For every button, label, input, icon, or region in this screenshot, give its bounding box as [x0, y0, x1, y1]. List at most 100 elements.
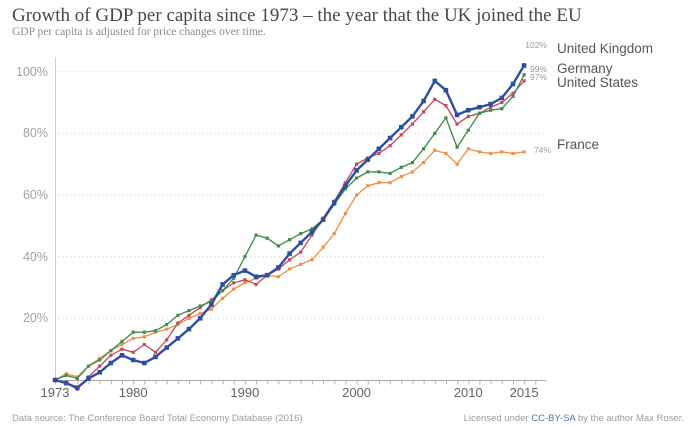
marker-germany	[265, 236, 269, 240]
data-source-note: Data source: The Conference Board Total …	[12, 413, 303, 424]
marker-united-kingdom	[466, 107, 471, 113]
chart-subtitle: GDP per capita is adjusted for price cha…	[12, 26, 266, 38]
marker-germany	[466, 128, 470, 132]
marker-united-kingdom	[197, 316, 203, 321]
marker-united-kingdom	[432, 78, 438, 84]
marker-germany	[209, 299, 213, 303]
x-tick-label-1990: 1990	[230, 385, 260, 400]
marker-united-states	[299, 250, 303, 254]
legend-label-united-kingdom: United Kingdom	[557, 41, 654, 56]
marker-united-states	[489, 105, 493, 109]
marker-united-kingdom	[175, 336, 181, 341]
marker-germany	[433, 131, 437, 135]
legend-label-france: France	[557, 137, 600, 152]
marker-united-kingdom	[164, 345, 169, 350]
marker-united-states	[511, 91, 515, 95]
end-value-label-germany: 99%	[529, 64, 547, 74]
marker-united-kingdom	[130, 357, 136, 363]
marker-germany	[500, 107, 504, 111]
marker-germany	[109, 349, 113, 353]
marker-france	[355, 193, 359, 197]
marker-france	[444, 151, 448, 155]
marker-united-kingdom	[264, 272, 270, 278]
marker-united-kingdom	[354, 168, 359, 173]
marker-germany	[477, 111, 482, 115]
marker-united-kingdom	[231, 272, 236, 278]
marker-united-states	[522, 79, 526, 83]
marker-united-kingdom	[343, 183, 348, 189]
marker-germany	[388, 171, 392, 175]
y-tick-label-80: 80%	[22, 126, 48, 141]
marker-germany	[489, 108, 493, 112]
marker-united-states	[187, 313, 191, 317]
marker-united-states	[388, 144, 392, 148]
marker-united-states	[153, 350, 158, 354]
marker-france	[522, 150, 526, 154]
marker-united-kingdom	[387, 135, 393, 141]
marker-france	[332, 232, 336, 236]
marker-united-states	[98, 364, 102, 368]
marker-france	[198, 312, 202, 316]
marker-germany	[276, 244, 280, 248]
marker-united-kingdom	[510, 81, 516, 87]
line-france	[54, 148, 525, 381]
y-tick-label-40: 40%	[22, 249, 48, 264]
marker-united-kingdom	[488, 101, 493, 107]
marker-germany	[410, 161, 414, 165]
marker-france	[187, 316, 191, 320]
marker-france	[500, 150, 504, 154]
marker-united-states	[355, 162, 359, 166]
marker-united-kingdom	[186, 326, 192, 332]
marker-united-states	[410, 122, 414, 126]
marker-france	[209, 307, 213, 311]
marker-united-kingdom	[142, 360, 147, 366]
marker-united-states	[243, 278, 247, 282]
marker-united-kingdom	[52, 377, 58, 383]
marker-france	[221, 296, 225, 300]
x-tick-label-1980: 1980	[118, 385, 148, 400]
marker-france	[489, 151, 493, 155]
marker-germany	[131, 330, 135, 334]
marker-united-kingdom	[75, 385, 80, 390]
marker-united-kingdom	[443, 87, 449, 93]
marker-united-states	[288, 258, 292, 262]
marker-united-states	[131, 350, 135, 354]
marker-united-kingdom	[63, 380, 69, 386]
marker-united-kingdom	[399, 124, 404, 130]
marker-germany	[198, 304, 202, 308]
marker-united-states	[142, 342, 146, 347]
marker-united-kingdom	[521, 63, 527, 68]
marker-united-states	[444, 104, 448, 108]
x-tick-label-1973: 1973	[40, 385, 70, 400]
marker-france	[399, 174, 403, 179]
marker-united-kingdom	[331, 200, 337, 205]
marker-united-states	[433, 97, 437, 101]
marker-france	[276, 275, 280, 279]
marker-united-kingdom	[365, 157, 371, 162]
marker-united-kingdom	[276, 265, 281, 270]
marker-united-kingdom	[209, 302, 214, 307]
marker-germany	[522, 73, 526, 77]
marker-united-states	[165, 338, 169, 342]
marker-germany	[243, 255, 247, 259]
marker-germany	[142, 330, 146, 334]
marker-united-kingdom	[287, 251, 292, 256]
marker-france	[377, 181, 381, 185]
marker-germany	[153, 329, 158, 333]
line-germany	[54, 74, 525, 381]
license-link[interactable]: CC-BY-SA	[531, 413, 576, 424]
marker-germany	[165, 322, 169, 327]
marker-united-states	[377, 151, 381, 155]
marker-france	[131, 336, 135, 340]
marker-united-states	[310, 233, 314, 237]
marker-united-kingdom	[97, 370, 102, 375]
marker-germany	[299, 232, 303, 236]
marker-germany	[75, 376, 79, 381]
marker-united-states	[422, 110, 426, 114]
marker-united-kingdom	[454, 112, 460, 118]
marker-united-kingdom	[86, 376, 91, 381]
license-note: Licensed under CC-BY-SA by the author Ma…	[464, 413, 684, 424]
marker-france	[343, 211, 347, 216]
chart-title: Growth of GDP per capita since 1973 – th…	[12, 5, 582, 26]
